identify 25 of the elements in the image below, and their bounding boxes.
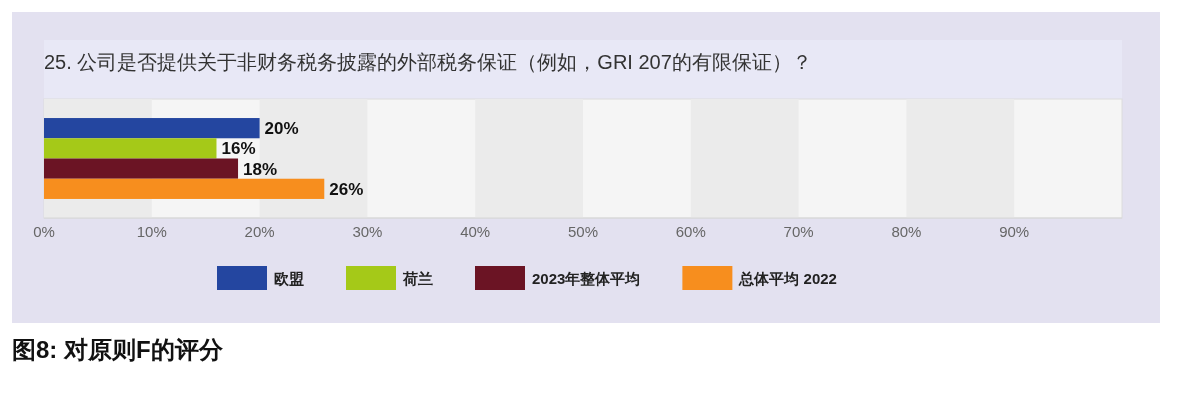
x-tick-label: 0% [33,223,55,240]
data-label: 16% [221,139,256,159]
x-tick-label: 10% [136,223,167,240]
legend-label: 总体平均 2022 [738,270,837,287]
legend-label: 荷兰 [402,270,433,287]
bar [44,118,260,139]
data-label: 26% [329,179,364,199]
legend-label: 欧盟 [274,270,304,287]
caption: 图8: 对原则F的评分 [12,336,224,363]
x-tick-label: 30% [352,223,383,240]
title-band: 25. 公司是否提供关于非财务税务披露的外部税务保证（例如，GRI 207的有限保证）？ [44,40,1122,99]
data-label: 18% [243,159,278,179]
x-tick-label: 40% [460,223,491,240]
x-tick-label: 80% [891,223,922,240]
x-tick-label: 50% [567,223,599,240]
bar [44,178,325,199]
bar [44,138,217,159]
x-tick-label: 70% [783,223,814,240]
data-label: 20% [264,119,299,139]
bar [44,158,239,179]
legend-label: 2023年整体平均 [532,270,641,287]
x-tick-label: 20% [244,223,275,240]
x-tick-label: 60% [675,223,706,240]
x-tick-label: 90% [999,223,1030,240]
chart-title: 25. 公司是否提供关于非财务税务披露的外部税务保证（例如，GRI 207的有限保证）？ [44,51,812,73]
